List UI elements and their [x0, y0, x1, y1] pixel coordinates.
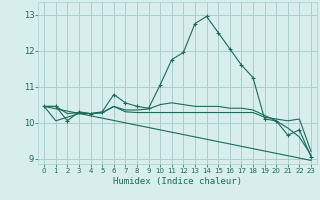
- X-axis label: Humidex (Indice chaleur): Humidex (Indice chaleur): [113, 177, 242, 186]
